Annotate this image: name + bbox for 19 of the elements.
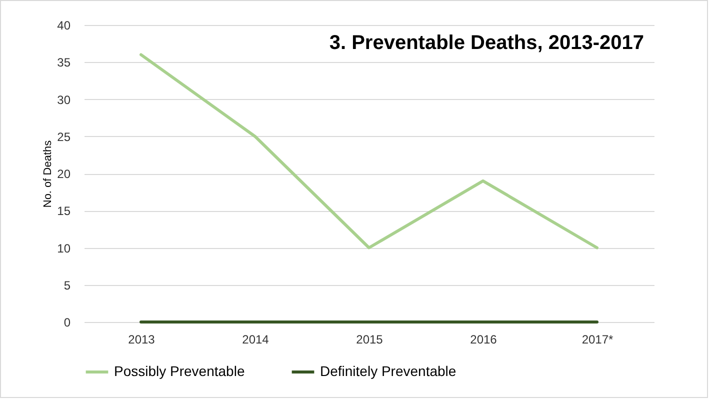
y-tick-label: 0 xyxy=(64,316,71,330)
y-tick-label: 5 xyxy=(64,278,71,292)
x-tick-label: 2016 xyxy=(470,332,498,346)
y-tick-label: 10 xyxy=(57,241,71,256)
y-tick-label: 35 xyxy=(57,56,71,70)
chart-title: 3. Preventable Deaths, 2013-2017 xyxy=(329,32,644,54)
legend-label: Definitely Preventable xyxy=(320,363,456,379)
line-series xyxy=(140,53,598,250)
y-tick-label: 25 xyxy=(57,130,71,144)
legend-label: Possibly Preventable xyxy=(114,363,245,379)
y-tick-label: 15 xyxy=(57,204,71,218)
y-axis-title: No. of Deaths xyxy=(42,140,54,208)
x-tick-label: 2017* xyxy=(582,332,614,346)
y-tick-label: 40 xyxy=(57,18,71,32)
x-tick-label: 2013 xyxy=(128,332,156,346)
y-tick-label: 30 xyxy=(57,92,71,107)
y-tick-label: 20 xyxy=(57,167,71,181)
x-tick-label: 2014 xyxy=(242,332,270,346)
x-tick-label: 2015 xyxy=(356,332,384,346)
